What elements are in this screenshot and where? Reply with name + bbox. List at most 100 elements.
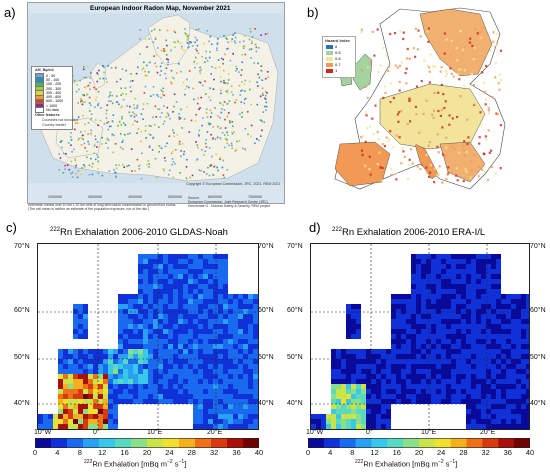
exhalation-cell xyxy=(243,354,248,359)
exhalation-cell xyxy=(198,299,203,304)
exhalation-cell xyxy=(138,339,143,344)
radon-cell xyxy=(220,89,222,92)
exhalation-cell xyxy=(163,289,168,294)
exhalation-cell xyxy=(476,364,481,369)
radon-cell xyxy=(223,69,225,72)
radon-cell xyxy=(224,82,227,84)
radon-cell xyxy=(152,137,154,139)
radon-cell xyxy=(74,158,76,160)
exhalation-cell xyxy=(461,339,466,344)
panel-b-legend-text: 0.6 xyxy=(335,56,341,61)
exhalation-cell xyxy=(421,399,426,404)
exhalation-cell xyxy=(113,379,118,384)
radon-cell xyxy=(208,147,211,149)
exhalation-cell xyxy=(476,314,481,319)
exhalation-cell xyxy=(316,414,321,419)
radon-cell xyxy=(205,111,208,114)
hazard-cell xyxy=(478,136,481,139)
exhalation-cell xyxy=(223,394,228,399)
exhalation-cell xyxy=(461,384,466,389)
exhalation-cell xyxy=(331,389,336,394)
exhalation-cell xyxy=(431,314,436,319)
exhalation-cell xyxy=(511,414,516,419)
panel-b-legend-title: Hazard Index xyxy=(325,38,350,43)
exhalation-cell xyxy=(208,334,213,339)
radon-cell xyxy=(243,47,245,49)
radon-cell xyxy=(96,80,99,83)
exhalation-cell xyxy=(456,279,461,284)
exhalation-cell xyxy=(466,384,471,389)
exhalation-cell xyxy=(491,299,496,304)
exhalation-cell xyxy=(416,364,421,369)
exhalation-cell xyxy=(366,379,371,384)
radon-cell xyxy=(75,90,78,93)
exhalation-cell xyxy=(213,319,218,324)
exhalation-cell xyxy=(218,354,223,359)
radon-cell xyxy=(240,69,243,71)
exhalation-cell xyxy=(356,409,361,414)
exhalation-cell xyxy=(481,409,486,414)
hazard-cell xyxy=(477,165,480,168)
exhalation-cell xyxy=(471,259,476,264)
radon-cell xyxy=(178,116,180,119)
radon-cell xyxy=(101,174,104,177)
exhalation-cell xyxy=(228,359,233,364)
exhalation-cell xyxy=(511,404,516,409)
radon-cell xyxy=(254,43,257,46)
hazard-cell xyxy=(383,85,386,88)
exhalation-cell xyxy=(396,364,401,369)
exhalation-cell xyxy=(416,384,421,389)
radon-cell xyxy=(150,125,152,127)
exhalation-cell xyxy=(501,324,506,329)
exhalation-cell xyxy=(218,299,223,304)
exhalation-cell xyxy=(168,339,173,344)
exhalation-cell xyxy=(228,309,233,314)
panel-b-legend-text: 0.7 xyxy=(335,62,341,67)
exhalation-cell xyxy=(476,419,481,424)
exhalation-cell xyxy=(108,409,113,414)
hazard-cell xyxy=(396,66,399,69)
exhalation-cell xyxy=(128,379,133,384)
exhalation-cell xyxy=(491,364,496,369)
exhalation-cell xyxy=(346,394,351,399)
hazard-cell xyxy=(442,93,445,96)
exhalation-cell xyxy=(173,394,178,399)
exhalation-cell xyxy=(198,399,203,404)
exhalation-cell xyxy=(461,304,466,309)
exhalation-cell xyxy=(203,289,208,294)
radon-cell xyxy=(144,85,147,88)
exhalation-cell xyxy=(421,254,426,259)
exhalation-cell xyxy=(331,399,336,404)
exhalation-cell xyxy=(331,359,336,364)
radon-cell xyxy=(115,164,117,166)
exhalation-cell xyxy=(183,379,188,384)
radon-cell xyxy=(264,97,266,99)
exhalation-cell xyxy=(133,374,138,379)
exhalation-cell xyxy=(153,384,158,389)
exhalation-cell xyxy=(376,389,381,394)
exhalation-cell xyxy=(491,404,496,409)
exhalation-cell xyxy=(426,344,431,349)
panel-c-colorbar-label: 222Rn Exhalation [mBq m−2 s−1] xyxy=(84,459,187,469)
radon-cell xyxy=(87,133,89,135)
radon-cell xyxy=(112,114,115,116)
exhalation-cell xyxy=(481,329,486,334)
exhalation-cell xyxy=(516,319,521,324)
exhalation-cell xyxy=(203,384,208,389)
exhalation-cell xyxy=(193,334,198,339)
radon-cell xyxy=(184,32,186,34)
radon-cell xyxy=(259,119,262,121)
exhalation-cell xyxy=(233,334,238,339)
exhalation-cell xyxy=(218,419,223,424)
exhalation-cell xyxy=(138,289,143,294)
exhalation-cell xyxy=(521,404,526,409)
radon-cell xyxy=(77,116,80,118)
hazard-cell xyxy=(420,79,423,83)
exhalation-cell xyxy=(83,354,88,359)
exhalation-cell xyxy=(371,409,376,414)
exhalation-cell xyxy=(173,284,178,289)
radon-cell xyxy=(173,105,175,108)
exhalation-cell xyxy=(436,384,441,389)
exhalation-cell xyxy=(376,359,381,364)
exhalation-cell xyxy=(346,419,351,424)
